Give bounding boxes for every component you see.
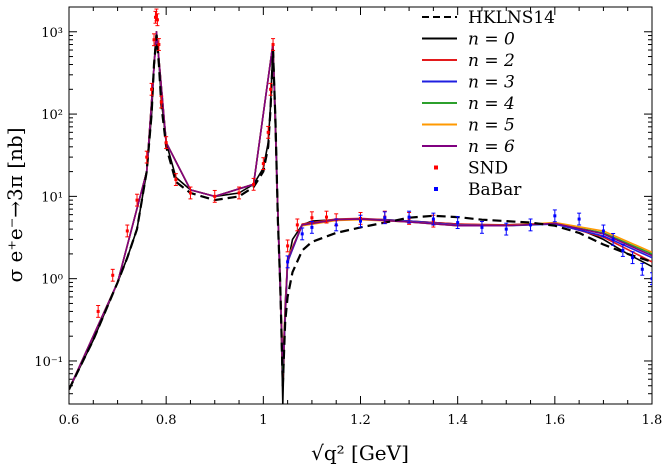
snd-point bbox=[145, 155, 149, 159]
babar-point bbox=[300, 232, 304, 236]
series-line-n4 bbox=[69, 31, 652, 390]
babar-point bbox=[359, 219, 362, 223]
babar-point bbox=[529, 223, 533, 227]
x-axis-label: √q² [GeV] bbox=[311, 441, 409, 465]
y-tick-label: 10³ bbox=[41, 26, 63, 41]
plot-frame bbox=[68, 6, 653, 405]
legend-label: n = 6 bbox=[468, 137, 515, 157]
x-tick-label: 0.8 bbox=[156, 413, 177, 428]
legend-label: n = 4 bbox=[468, 94, 515, 114]
series-line-hklns14 bbox=[69, 34, 652, 390]
babar-point bbox=[504, 227, 508, 231]
x-tick-label: 1 bbox=[259, 413, 267, 428]
series-line-n2 bbox=[69, 31, 652, 390]
legend-label: HKLNS14 bbox=[468, 8, 555, 28]
babar-point bbox=[334, 223, 338, 227]
babar-point bbox=[310, 225, 314, 229]
snd-point bbox=[310, 216, 314, 220]
babar-point bbox=[431, 217, 435, 221]
y-tick-label: 10⁰ bbox=[41, 273, 63, 288]
snd-point bbox=[188, 191, 192, 195]
x-tick-label: 1.4 bbox=[447, 413, 468, 428]
legend-label: BaBar bbox=[468, 180, 522, 200]
snd-point bbox=[111, 273, 115, 277]
snd-point bbox=[266, 130, 270, 134]
babar-point bbox=[480, 225, 484, 229]
x-tick-label: 1.6 bbox=[544, 413, 565, 428]
y-tick-label: 10⁻¹ bbox=[34, 355, 63, 370]
legend-label: n = 3 bbox=[468, 73, 515, 93]
x-tick-labels: 0.6 0.8 1 1.2 1.4 1.6 1.8 bbox=[59, 413, 663, 428]
series-line-n6 bbox=[69, 31, 652, 390]
snd-point bbox=[154, 13, 158, 17]
y-tick-label: 10¹ bbox=[41, 190, 63, 205]
x-tick-label: 0.6 bbox=[59, 413, 80, 428]
snd-point bbox=[96, 309, 100, 313]
babar-point bbox=[383, 216, 387, 220]
y-tick-label: 10² bbox=[41, 108, 63, 123]
snd-point bbox=[164, 141, 168, 145]
babar-point bbox=[650, 277, 652, 281]
snd-point bbox=[135, 198, 139, 202]
babar-point bbox=[286, 260, 290, 264]
babar-point bbox=[640, 267, 644, 271]
babar-point bbox=[601, 229, 605, 233]
snd-point bbox=[295, 223, 299, 227]
snd-point bbox=[269, 87, 273, 91]
y-axis-label: σ e⁺e⁻→3π [nb] bbox=[3, 127, 27, 282]
babar-point bbox=[631, 256, 635, 260]
x-tick-label: 1.8 bbox=[642, 413, 663, 428]
legend-swatch bbox=[434, 187, 438, 191]
legend-label: n = 5 bbox=[468, 116, 515, 136]
babar-point bbox=[407, 215, 411, 219]
legend-swatch bbox=[434, 165, 438, 170]
snd-point bbox=[174, 178, 178, 182]
snd-point bbox=[271, 43, 275, 47]
snd-point bbox=[153, 15, 157, 19]
snd-point bbox=[157, 43, 161, 47]
snd-point bbox=[261, 162, 265, 166]
axis-ticks bbox=[68, 6, 653, 405]
babar-point bbox=[621, 248, 625, 252]
snd-point bbox=[213, 194, 217, 198]
snd-point bbox=[125, 229, 129, 233]
babar-point bbox=[553, 214, 557, 218]
legend-label: SND bbox=[468, 159, 508, 179]
snd-point bbox=[324, 215, 328, 219]
series-line-n5 bbox=[69, 31, 652, 390]
snd-point bbox=[152, 38, 156, 42]
snd-point bbox=[237, 191, 241, 195]
snd-point bbox=[252, 182, 256, 186]
babar-point bbox=[577, 217, 581, 221]
legend-label: n = 2 bbox=[468, 51, 515, 71]
x-tick-label: 1.2 bbox=[350, 413, 371, 428]
legend-label: n = 0 bbox=[468, 30, 515, 50]
y-tick-labels: 10⁻¹ 10⁰ 10¹ 10² 10³ bbox=[34, 26, 63, 370]
snd-point bbox=[150, 87, 154, 91]
babar-point bbox=[611, 237, 615, 241]
series-layer bbox=[69, 31, 652, 404]
data-points-layer bbox=[96, 8, 652, 318]
snd-point bbox=[159, 100, 163, 104]
snd-point bbox=[155, 18, 159, 22]
babar-point bbox=[456, 221, 460, 225]
series-line-n3 bbox=[69, 31, 652, 390]
snd-point bbox=[286, 244, 290, 248]
